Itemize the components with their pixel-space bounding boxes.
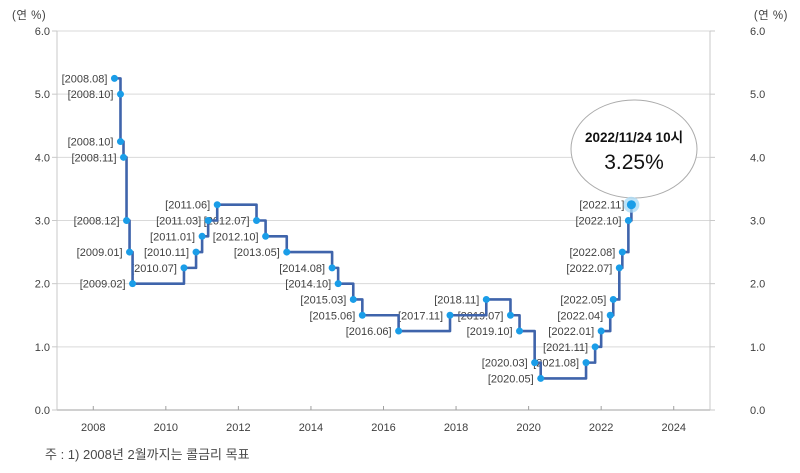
- data-point-label: [2015.06]: [309, 310, 355, 322]
- data-point-label: [2009.01]: [77, 247, 123, 259]
- data-point-label: [2022.08]: [569, 247, 615, 259]
- x-axis-tick-label: 2010: [154, 422, 178, 434]
- data-point-marker: [506, 311, 514, 319]
- y-axis-tick-label-right: 6.0: [750, 26, 765, 38]
- y-axis-tick-label-right: 0.0: [750, 405, 765, 417]
- data-point-marker: [626, 200, 636, 210]
- y-axis-tick-label-right: 4.0: [750, 152, 765, 164]
- data-point-label: [2021.11]: [543, 342, 588, 354]
- x-axis-tick-label: 2012: [226, 422, 250, 434]
- data-point-label: [2020.05]: [488, 373, 534, 385]
- data-point-label: [2008.10]: [68, 89, 114, 101]
- data-point-marker: [334, 280, 342, 288]
- y-axis-unit-left: (연 %): [12, 10, 47, 22]
- y-axis-tick-label-right: 2.0: [750, 279, 765, 291]
- data-point-label: [2021.08]: [533, 358, 579, 370]
- data-point-marker: [615, 264, 623, 272]
- data-point-label: [2018.11]: [434, 294, 479, 306]
- y-axis-tick-label-left: 2.0: [35, 279, 50, 291]
- data-point-label: [2011.06]: [165, 200, 210, 212]
- data-point-marker: [531, 359, 539, 367]
- data-point-label: [2011.03]: [156, 216, 201, 228]
- data-point-label: [2008.12]: [74, 216, 120, 228]
- data-point-marker: [446, 311, 454, 319]
- data-point-marker: [591, 343, 599, 351]
- data-point-marker: [129, 280, 137, 288]
- data-point-marker: [482, 295, 490, 303]
- data-point-marker: [110, 74, 118, 82]
- data-point-label: [2009.02]: [80, 279, 126, 291]
- data-point-marker: [624, 217, 632, 224]
- callout-ellipse: [570, 99, 698, 199]
- data-point-marker: [606, 311, 614, 319]
- data-point-label: [2016.06]: [346, 326, 392, 338]
- data-point-marker: [328, 264, 336, 272]
- data-point-label: [2022.01]: [548, 326, 594, 338]
- data-point-marker: [213, 201, 221, 209]
- x-axis-tick-label: 2014: [299, 422, 323, 434]
- data-point-label: [2012.07]: [204, 216, 250, 228]
- data-point-label: [2013.05]: [234, 247, 280, 259]
- data-point-label: [2017.11]: [398, 310, 443, 322]
- y-axis-tick-label-right: 1.0: [750, 342, 765, 354]
- y-axis-tick-label-right: 5.0: [750, 89, 765, 101]
- data-point-label: [2011.01]: [150, 231, 195, 243]
- data-point-marker: [283, 248, 291, 256]
- data-point-marker: [116, 138, 124, 146]
- data-point-marker: [123, 217, 131, 224]
- x-axis-tick-label: 2022: [589, 422, 613, 434]
- data-point-label: [2008.10]: [68, 137, 114, 149]
- data-point-marker: [253, 217, 261, 224]
- data-point-label: [2022.11]: [579, 200, 624, 212]
- y-axis-tick-label-left: 4.0: [35, 152, 50, 164]
- data-point-marker: [126, 248, 134, 256]
- data-point-marker: [120, 153, 128, 161]
- footnote: 주 : 1) 2008년 2월까지는 콜금리 목표: [45, 447, 250, 462]
- x-axis-tick-label: 2018: [444, 422, 468, 434]
- data-point-marker: [358, 311, 366, 319]
- x-axis-tick-label: 2020: [516, 422, 540, 434]
- data-point-label: [2014.08]: [279, 263, 325, 275]
- data-point-label: [2022.10]: [576, 216, 622, 228]
- y-axis-tick-label-left: 6.0: [35, 26, 50, 38]
- data-point-label: [2008.08]: [62, 73, 108, 85]
- data-point-marker: [609, 295, 617, 303]
- data-point-label: [2010.07]: [131, 263, 177, 275]
- data-point-marker: [198, 232, 206, 240]
- data-point-marker: [537, 374, 545, 382]
- x-axis-tick-label: 2008: [81, 422, 105, 434]
- data-point-marker: [204, 217, 212, 224]
- data-point-label: [2008.11]: [71, 152, 116, 164]
- data-point-marker: [618, 248, 626, 256]
- data-point-label: [2010.11]: [144, 247, 189, 259]
- data-point-label: [2014.10]: [285, 279, 331, 291]
- data-point-label: [2022.04]: [557, 310, 603, 322]
- data-point-label: [2019.10]: [467, 326, 513, 338]
- data-point-marker: [597, 327, 605, 335]
- data-point-marker: [395, 327, 403, 335]
- data-point-label: [2015.03]: [300, 294, 346, 306]
- y-axis-unit-right: (연 %): [753, 10, 788, 22]
- data-point-marker: [516, 327, 524, 335]
- x-axis-tick-label: 2016: [371, 422, 395, 434]
- data-point-marker: [349, 295, 357, 303]
- data-point-marker: [582, 359, 590, 367]
- data-point-label: [2022.07]: [566, 263, 612, 275]
- data-point-marker: [180, 264, 188, 272]
- data-point-marker: [192, 248, 200, 256]
- y-axis-tick-label-left: 3.0: [35, 216, 50, 228]
- data-point-label: [2022.05]: [560, 294, 606, 306]
- x-axis-tick-label: 2024: [661, 422, 685, 434]
- data-point-label: [2020.03]: [482, 358, 528, 370]
- data-point-marker: [262, 232, 270, 240]
- step-line-path: [113, 77, 633, 380]
- y-axis-tick-label-left: 0.0: [35, 405, 50, 417]
- y-axis-tick-label-left: 5.0: [35, 89, 50, 101]
- data-point-marker: [116, 90, 124, 98]
- y-axis-tick-label-left: 1.0: [35, 342, 50, 354]
- data-point-label: [2012.10]: [213, 231, 259, 243]
- y-axis-tick-label-right: 3.0: [750, 216, 765, 228]
